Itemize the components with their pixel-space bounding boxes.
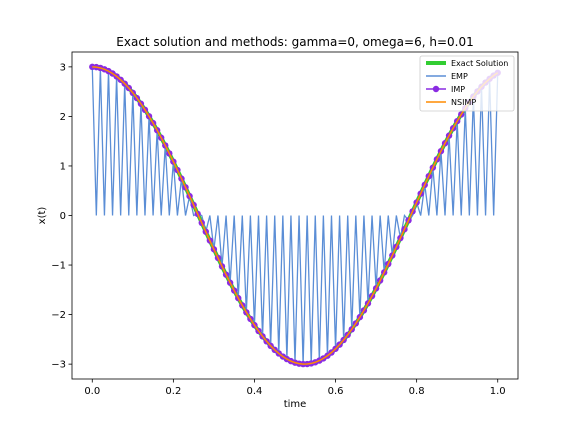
legend-marker (432, 85, 440, 93)
y-tick-label: −2 (51, 310, 66, 321)
series-layer (89, 63, 501, 368)
y-axis-label: x(t) (37, 207, 48, 225)
y-tick-label: −1 (51, 261, 66, 272)
x-axis-label: time (284, 399, 307, 410)
x-tick-label: 0.8 (409, 386, 425, 397)
x-tick-label: 0.2 (165, 386, 181, 397)
legend-label: NSIMP (451, 98, 476, 107)
legend-label: IMP (451, 85, 465, 94)
y-tick-label: −3 (51, 360, 66, 371)
chart-title: Exact solution and methods: gamma=0, ome… (116, 35, 473, 49)
x-tick-label: 0.4 (247, 386, 263, 397)
x-tick-label: 1.0 (490, 386, 506, 397)
x-tick-label: 0.6 (328, 386, 344, 397)
y-axis-ticks: −3 −2 −1 0 1 2 3 (51, 62, 72, 371)
legend-label: EMP (451, 72, 468, 81)
legend: Exact Solution EMP IMP NSIMP (419, 55, 515, 112)
nsimp-line (92, 66, 499, 365)
y-tick-label: 3 (60, 62, 66, 73)
y-tick-label: 2 (60, 112, 66, 123)
y-tick-label: 0 (60, 211, 66, 222)
y-tick-label: 1 (60, 161, 66, 172)
x-tick-label: 0.0 (84, 386, 100, 397)
legend-label: Exact Solution (451, 59, 508, 68)
legend-box (419, 55, 515, 112)
x-axis-ticks: 0.0 0.2 0.4 0.6 0.8 1.0 (84, 379, 506, 397)
